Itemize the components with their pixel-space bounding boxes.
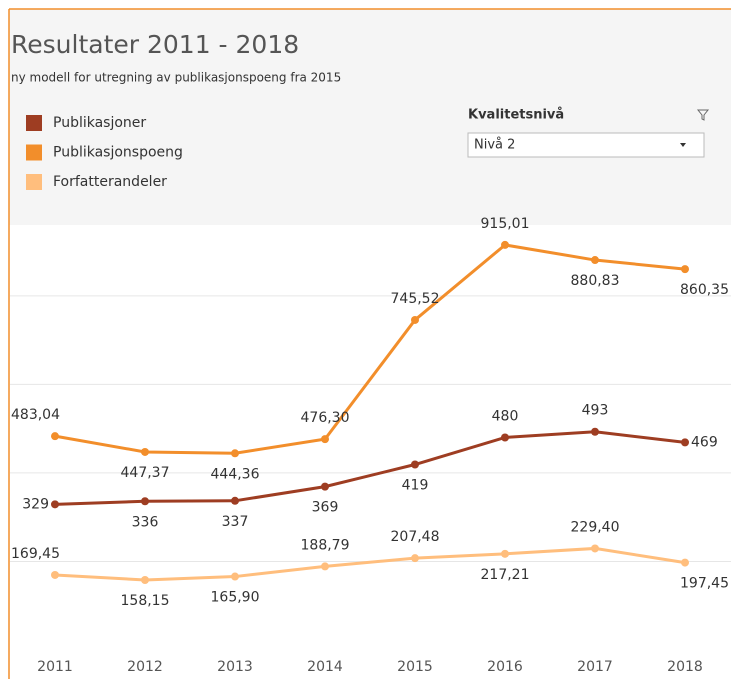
data-label: 229,40 bbox=[571, 519, 620, 535]
data-point bbox=[411, 315, 419, 324]
data-label: 169,45 bbox=[11, 546, 60, 562]
data-label: 329 bbox=[22, 496, 49, 512]
data-label: 480 bbox=[492, 409, 519, 425]
data-label: 476,30 bbox=[301, 410, 350, 426]
legend-swatch bbox=[26, 144, 42, 161]
data-point bbox=[51, 570, 59, 579]
data-label: 915,01 bbox=[481, 216, 530, 232]
data-point bbox=[681, 265, 689, 274]
x-tick-label: 2013 bbox=[217, 659, 253, 675]
data-label: 880,83 bbox=[571, 273, 620, 289]
data-label: 860,35 bbox=[680, 282, 729, 298]
filter-dropdown[interactable] bbox=[467, 132, 705, 158]
x-tick-label: 2014 bbox=[307, 659, 343, 675]
data-point bbox=[141, 497, 149, 506]
legend-label: Publikasjoner bbox=[53, 115, 146, 131]
data-label: 447,37 bbox=[121, 465, 170, 481]
data-label: 336 bbox=[132, 514, 159, 530]
data-point bbox=[321, 562, 329, 571]
data-label: 188,79 bbox=[301, 537, 350, 553]
legend-label: Publikasjonspoeng bbox=[53, 145, 183, 161]
x-tick-label: 2018 bbox=[667, 659, 703, 675]
x-tick-label: 2012 bbox=[127, 659, 163, 675]
data-label: 745,52 bbox=[391, 291, 440, 307]
data-point bbox=[51, 500, 59, 509]
legend-label: Forfatterandeler bbox=[53, 174, 167, 190]
legend-swatch bbox=[26, 115, 42, 131]
data-point bbox=[231, 572, 239, 581]
dropdown-arrow bbox=[680, 143, 686, 147]
data-point bbox=[51, 432, 59, 441]
data-point bbox=[141, 447, 149, 456]
data-point bbox=[231, 496, 239, 505]
chart-title: Resultater 2011 - 2018 bbox=[11, 30, 299, 59]
x-tick-label: 2011 bbox=[37, 659, 73, 675]
data-label: 165,90 bbox=[211, 590, 260, 606]
data-point bbox=[681, 438, 689, 447]
data-point bbox=[321, 435, 329, 444]
data-point bbox=[591, 256, 599, 265]
filter-icon[interactable] bbox=[696, 109, 710, 121]
data-label: 419 bbox=[402, 478, 429, 494]
data-label: 369 bbox=[312, 500, 339, 516]
series-line bbox=[54, 546, 686, 582]
chart-subtitle: ny modell for utregning av publikasjonsp… bbox=[11, 71, 341, 85]
filter-label: Kvalitetsnivå bbox=[468, 108, 564, 123]
data-point bbox=[501, 433, 509, 442]
data-point bbox=[591, 544, 599, 553]
filter-value: Nivå 2 bbox=[474, 138, 515, 153]
series-line bbox=[54, 243, 686, 455]
data-label: 207,48 bbox=[391, 529, 440, 545]
data-point bbox=[141, 575, 149, 584]
data-label: 337 bbox=[222, 514, 249, 530]
legend-swatch bbox=[26, 174, 42, 190]
data-label: 217,21 bbox=[481, 567, 530, 583]
x-tick-label: 2015 bbox=[397, 659, 433, 675]
series-line bbox=[54, 430, 686, 506]
data-point bbox=[231, 449, 239, 458]
x-tick-label: 2017 bbox=[577, 659, 613, 675]
x-tick-label: 2016 bbox=[487, 659, 523, 675]
data-label: 444,36 bbox=[211, 466, 260, 482]
data-label: 197,45 bbox=[680, 576, 729, 592]
data-point bbox=[681, 558, 689, 567]
data-point bbox=[411, 460, 419, 469]
data-point bbox=[321, 482, 329, 491]
data-point bbox=[501, 549, 509, 558]
header-bg bbox=[9, 9, 731, 225]
data-label: 493 bbox=[582, 403, 609, 419]
data-label: 483,04 bbox=[11, 407, 60, 423]
data-label: 469 bbox=[691, 434, 718, 450]
data-point bbox=[501, 240, 509, 249]
data-label: 158,15 bbox=[121, 593, 170, 609]
data-point bbox=[591, 427, 599, 436]
data-point bbox=[411, 554, 419, 563]
